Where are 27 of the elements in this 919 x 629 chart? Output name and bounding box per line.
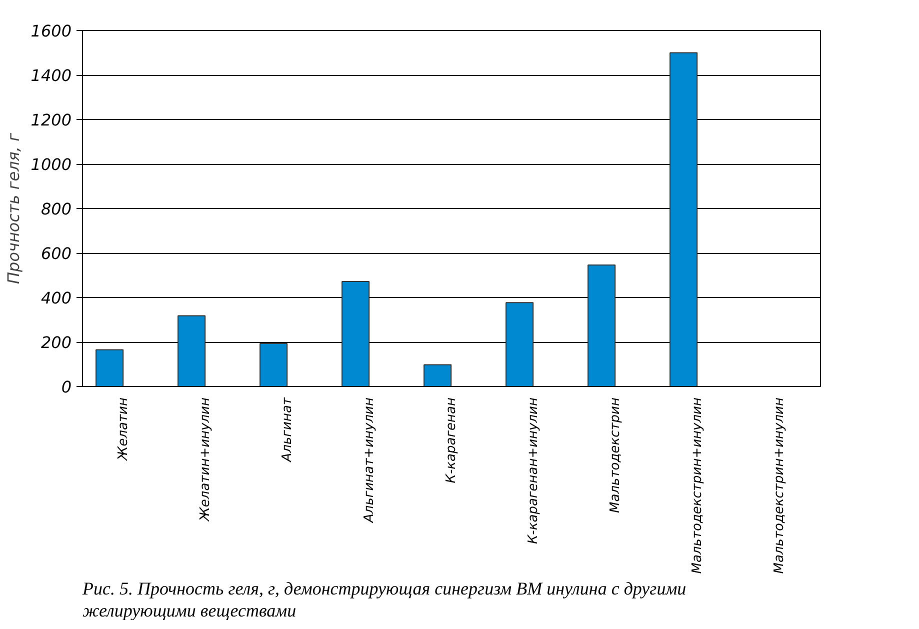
x-tick-label: Альгинат xyxy=(280,397,295,463)
y-axis-title: Прочность геля, г xyxy=(4,132,23,284)
bar xyxy=(96,349,124,386)
y-tick-label: 1600 xyxy=(30,22,72,40)
y-tick-label: 1200 xyxy=(30,110,72,130)
y-tick-label: 0 xyxy=(61,378,72,396)
bar xyxy=(506,302,534,386)
bar xyxy=(178,315,206,386)
y-tick-label: 1400 xyxy=(30,66,72,85)
bar xyxy=(670,52,698,386)
bar xyxy=(260,343,288,386)
x-tick-label: Мальтодекстрин+инулин xyxy=(690,397,705,574)
y-tick-label: 200 xyxy=(40,333,72,352)
x-tick-label: Желатин+инулин xyxy=(198,397,213,522)
x-tick-label: К-карагенан+инулин xyxy=(526,397,541,544)
x-tick-label: Желатин xyxy=(116,397,131,462)
x-tick-label: К-карагенан xyxy=(444,397,459,484)
x-tick-label: Мальтодекстрин xyxy=(608,397,623,513)
y-tick-label: 400 xyxy=(40,288,72,308)
y-tick-label: 1000 xyxy=(30,155,72,174)
bar xyxy=(342,280,370,386)
x-tick-label: Мальтодекстрин+инулин xyxy=(772,397,787,574)
y-tick-label: 800 xyxy=(40,200,72,218)
bar xyxy=(588,264,616,386)
y-tick-label: 600 xyxy=(40,244,72,263)
bar xyxy=(424,364,452,386)
x-tick-label: Альгинат+инулин xyxy=(362,397,377,524)
